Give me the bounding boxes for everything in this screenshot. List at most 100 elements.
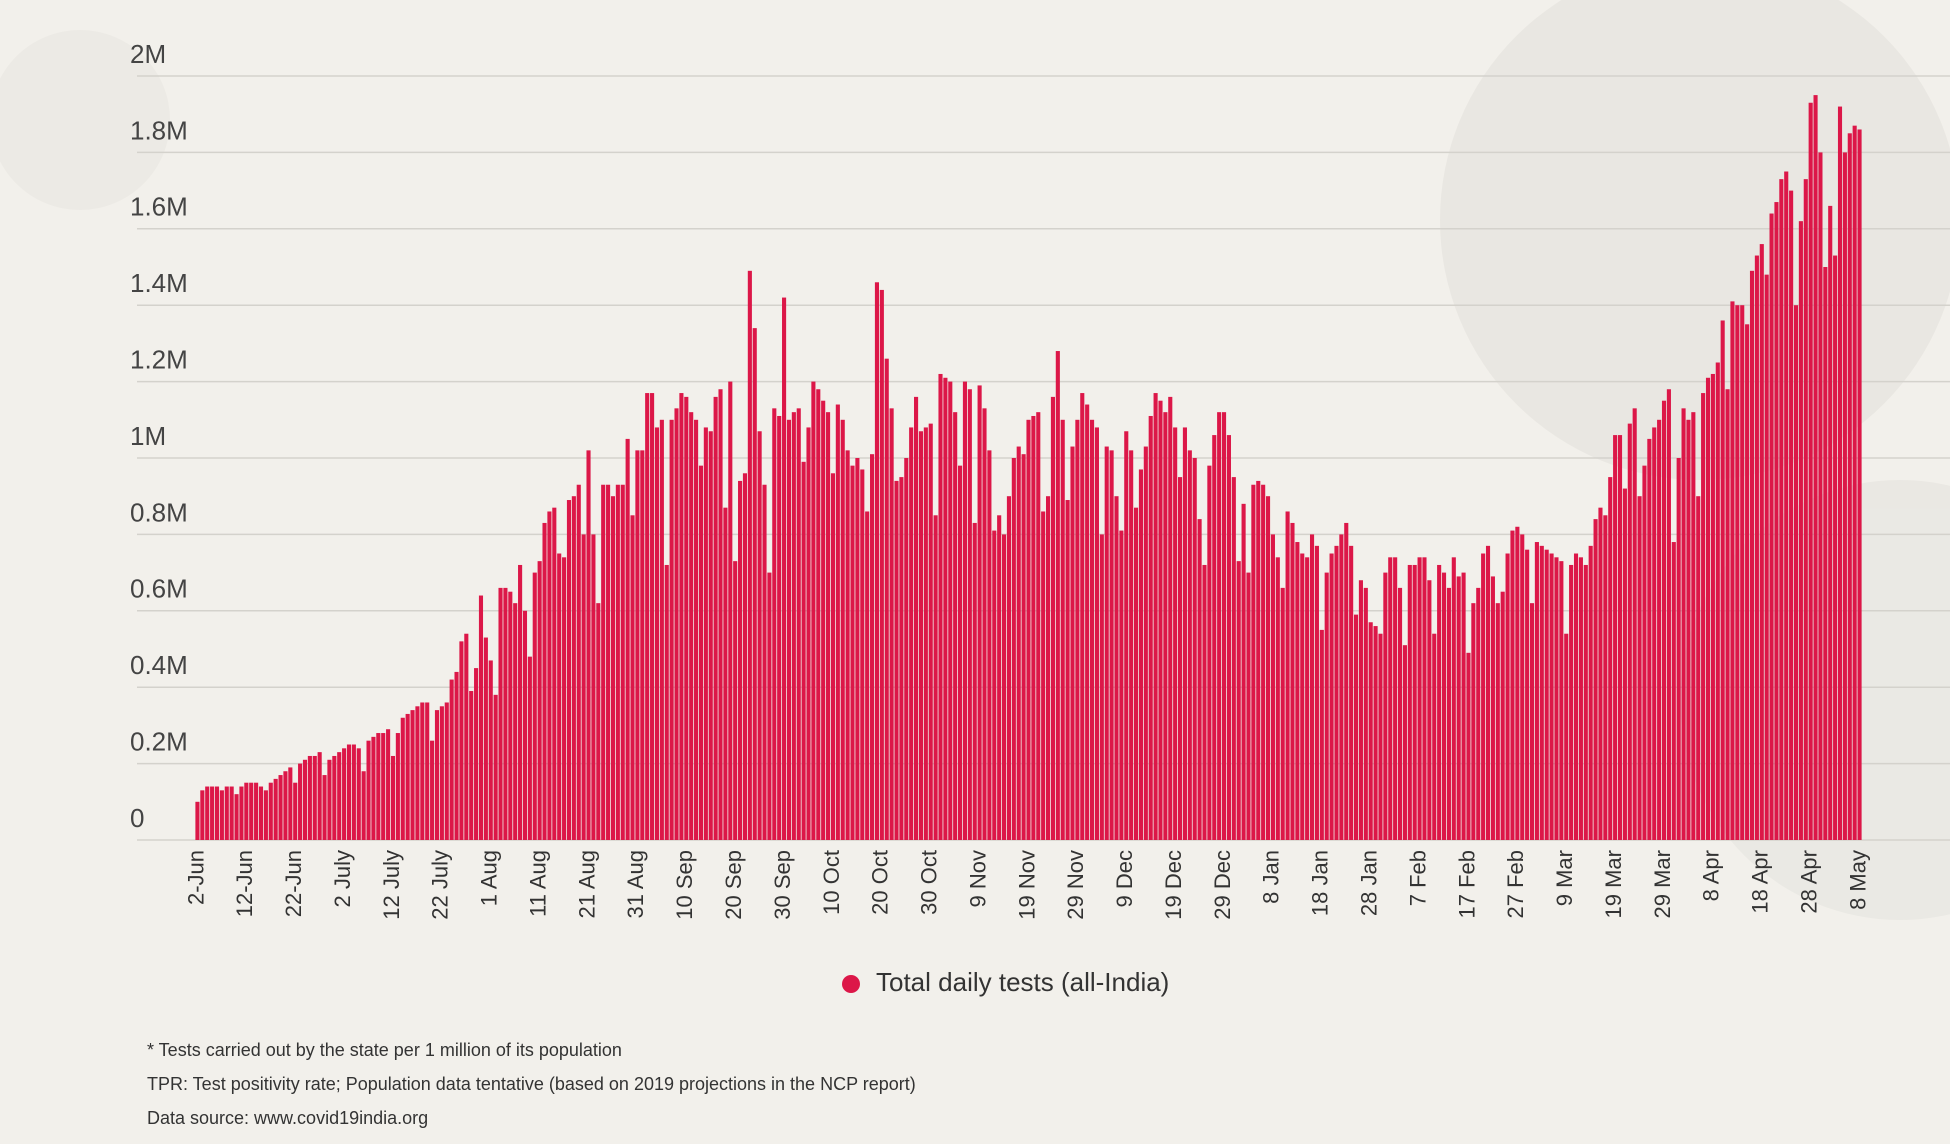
bar [1809, 103, 1813, 840]
bar [1501, 592, 1505, 840]
bar [1823, 267, 1827, 840]
bar [1657, 420, 1661, 840]
bar [982, 408, 986, 840]
bar [1833, 256, 1837, 840]
bar [513, 603, 517, 840]
bar [264, 790, 268, 840]
bar [1398, 588, 1402, 840]
bar [308, 756, 312, 840]
x-tick-label: 17 Feb [1454, 850, 1479, 919]
bar [968, 389, 972, 840]
bar [1745, 324, 1749, 840]
bar [1134, 508, 1138, 840]
bar [1207, 466, 1211, 840]
bar [1114, 496, 1118, 840]
bar [474, 668, 478, 840]
bar [733, 561, 737, 840]
bar [577, 485, 581, 840]
x-tick-label: 28 Jan [1357, 850, 1382, 916]
bar [440, 706, 444, 840]
bar [1129, 450, 1133, 840]
bar [1378, 634, 1382, 840]
bar [1432, 634, 1436, 840]
x-tick-label: 29 Nov [1063, 850, 1088, 920]
bar [1510, 531, 1514, 840]
bar [1344, 523, 1348, 840]
bar [1691, 412, 1695, 840]
bar [547, 511, 551, 840]
bar [327, 760, 331, 840]
bar [1623, 489, 1627, 840]
bar [1545, 550, 1549, 840]
bar [528, 657, 532, 840]
bar [1716, 363, 1720, 841]
bar [943, 378, 947, 840]
bar [1535, 542, 1539, 840]
x-tick-label: 18 Jan [1308, 850, 1333, 916]
bar [371, 737, 375, 840]
bar [904, 458, 908, 840]
bar [1828, 206, 1832, 840]
bar [694, 420, 698, 840]
bar [855, 458, 859, 840]
footnote: TPR: Test positivity rate; Population da… [147, 1074, 916, 1094]
bar [1036, 412, 1040, 840]
x-tick-label: 22-Jun [281, 850, 306, 917]
bar [533, 573, 537, 840]
x-tick-label: 10 Oct [819, 850, 844, 915]
bar [929, 424, 933, 840]
bar [1188, 450, 1192, 840]
x-tick-label: 30 Oct [917, 850, 942, 915]
bar [816, 389, 820, 840]
bar [1662, 401, 1666, 840]
bar [1168, 397, 1172, 840]
bar [220, 790, 224, 840]
bar [430, 741, 434, 840]
bar [1628, 424, 1632, 840]
bar [322, 775, 326, 840]
bar [1589, 546, 1593, 840]
bar [1105, 447, 1109, 840]
bar [728, 382, 732, 840]
bar [1227, 435, 1231, 840]
bar [1799, 221, 1803, 840]
bar [885, 359, 889, 840]
bar [239, 787, 243, 840]
bar [1124, 431, 1128, 840]
bar [1633, 408, 1637, 840]
bar [1638, 496, 1642, 840]
bar [1452, 557, 1456, 840]
bar [332, 756, 336, 840]
bar [1554, 557, 1558, 840]
bar [880, 290, 884, 840]
bar [1814, 95, 1818, 840]
y-tick-label: 0.6M [130, 574, 188, 604]
bar [753, 328, 757, 840]
bar [1476, 588, 1480, 840]
bar [1002, 534, 1006, 840]
bar [1012, 458, 1016, 840]
bar [963, 382, 967, 840]
bar [1354, 615, 1358, 840]
bar [1369, 622, 1373, 840]
y-tick-label: 0.8M [130, 497, 188, 527]
bar [655, 427, 659, 840]
y-tick-label: 2M [130, 39, 166, 69]
bar [1442, 573, 1446, 840]
bar [723, 508, 727, 840]
bar [410, 710, 414, 840]
bar [1193, 458, 1197, 840]
decor [1440, 0, 1950, 480]
bar [865, 511, 869, 840]
bar [1149, 416, 1153, 840]
bar [924, 427, 928, 840]
bar [200, 790, 204, 840]
bar [362, 771, 366, 840]
x-tick-label: 30 Sep [770, 850, 795, 920]
bar [1261, 485, 1265, 840]
bar [767, 573, 771, 840]
bar [635, 450, 639, 840]
bar [244, 783, 248, 840]
bar [1677, 458, 1681, 840]
bar [1496, 603, 1500, 840]
